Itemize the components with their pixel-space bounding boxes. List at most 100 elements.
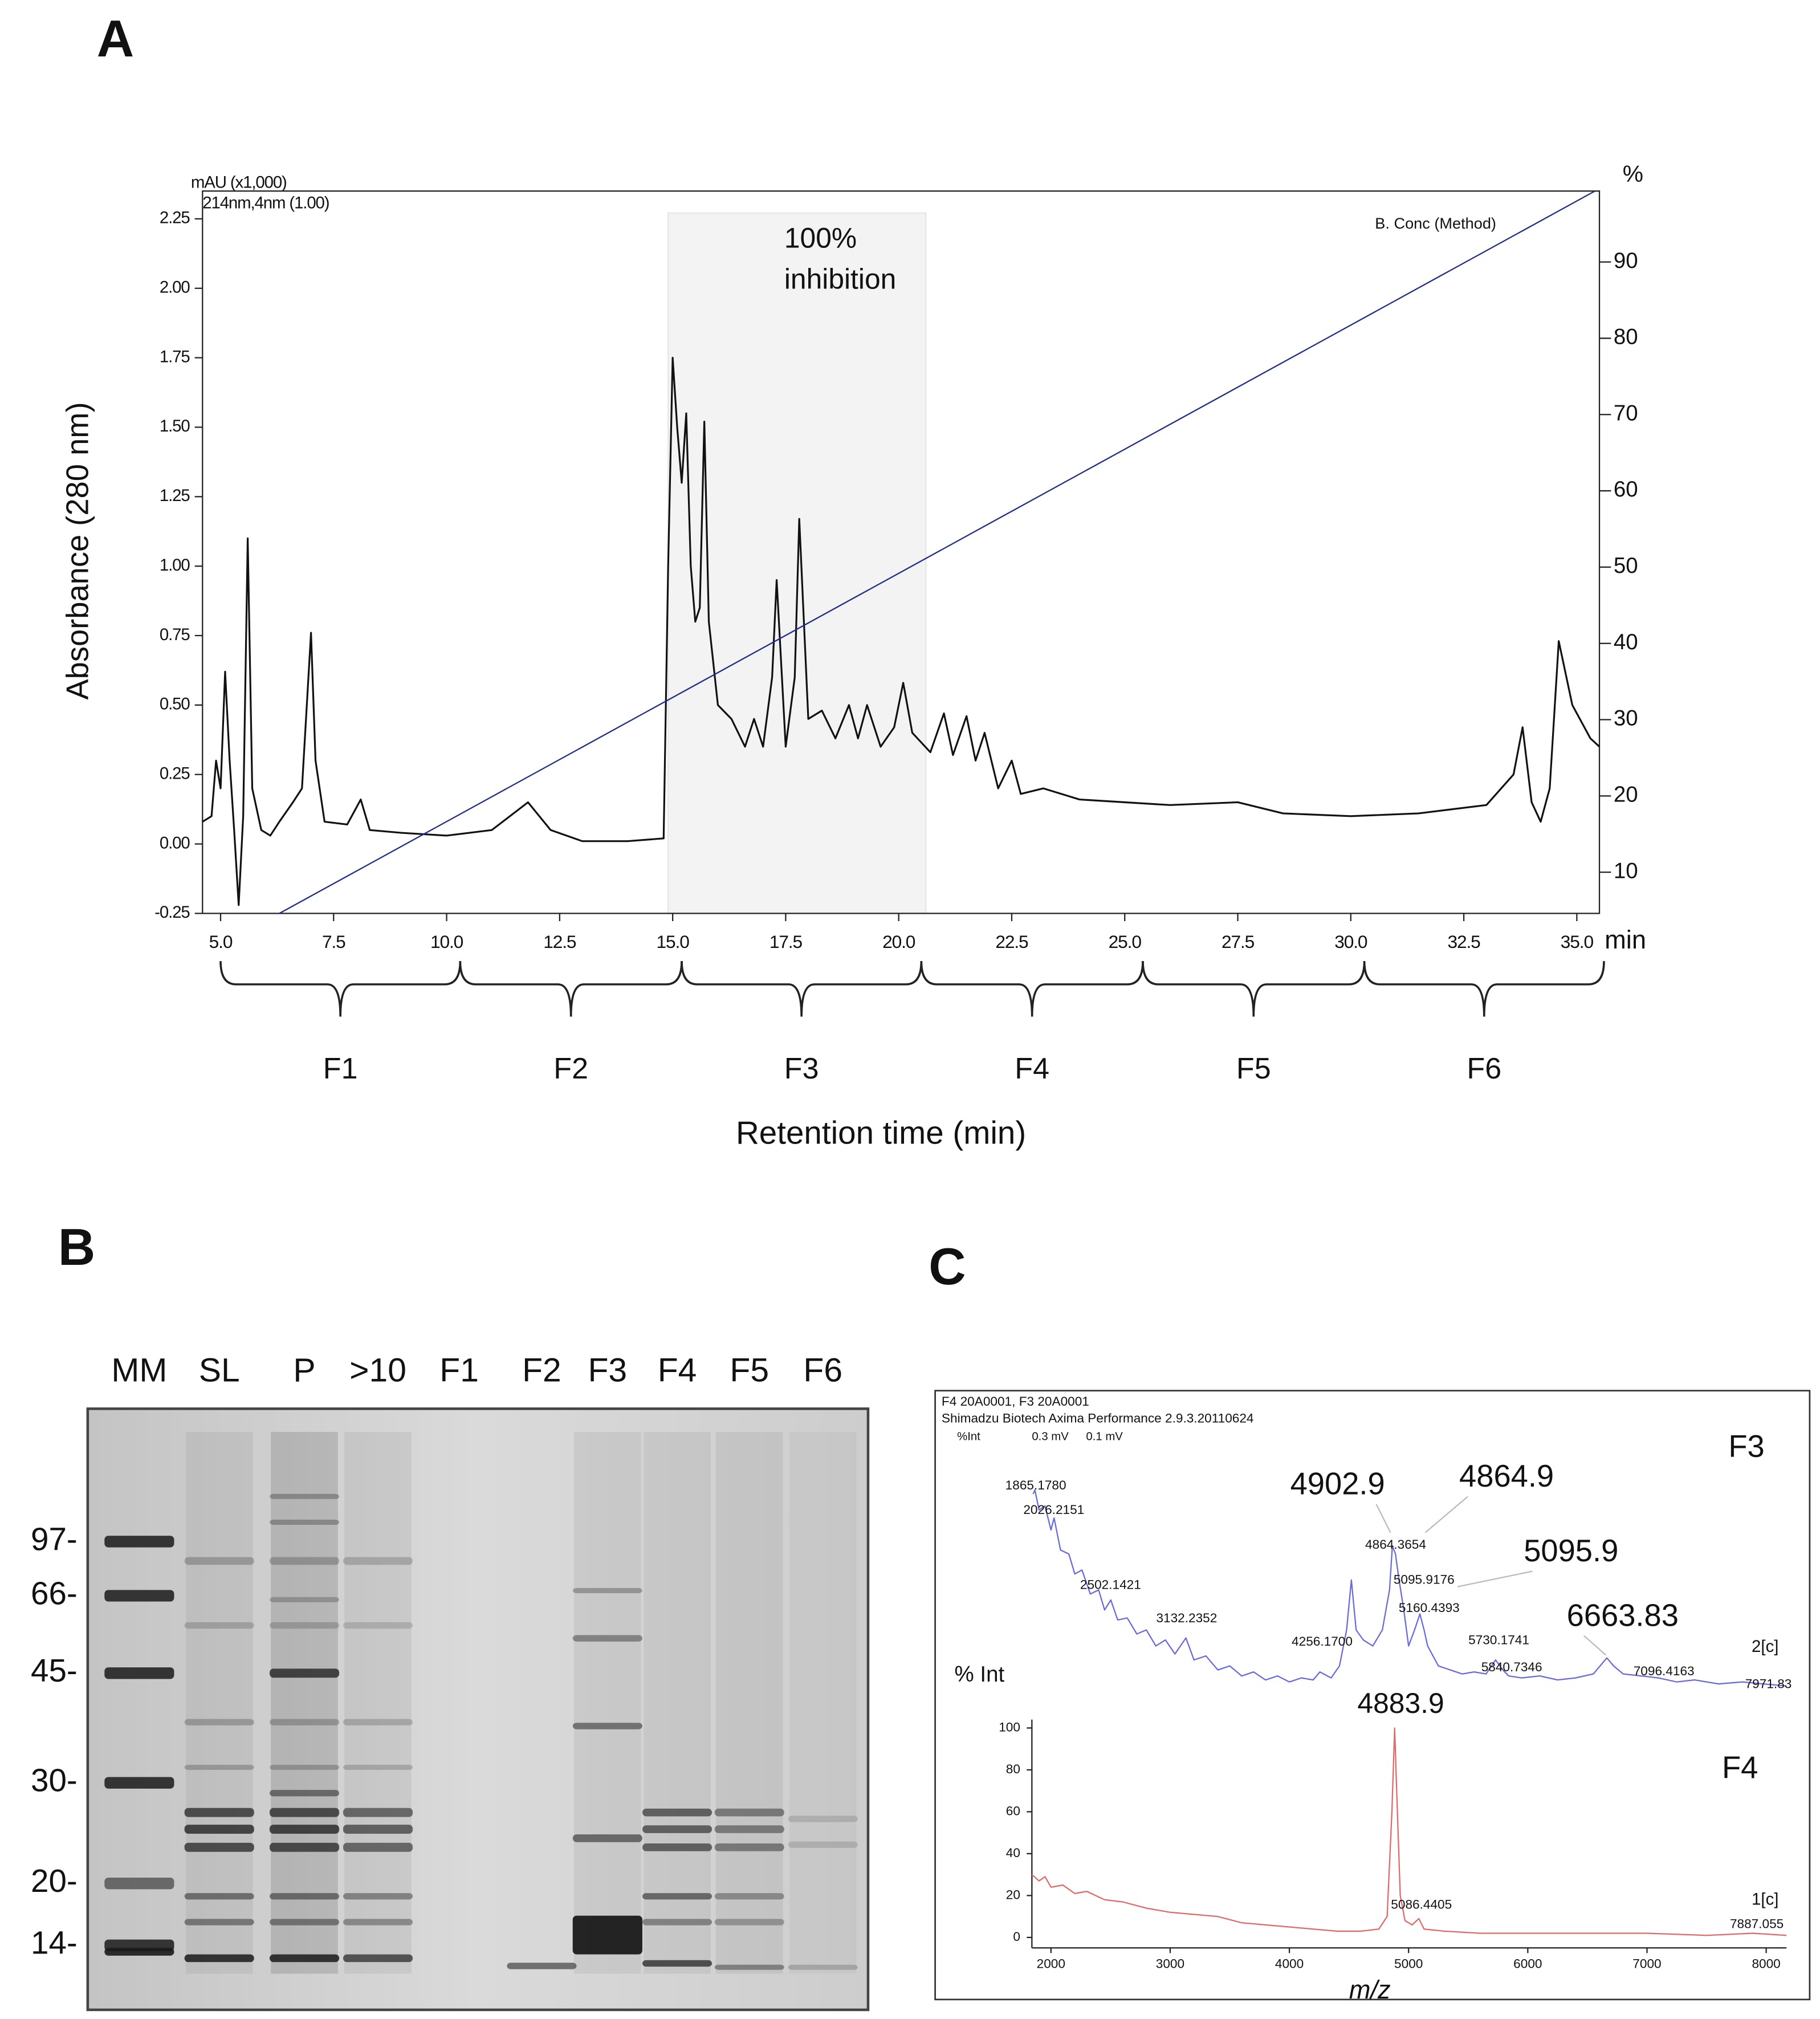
x-tick-label: 5000 <box>1394 1957 1423 1971</box>
gel-band <box>343 1825 413 1834</box>
data-line <box>202 357 1601 906</box>
gel-band <box>269 1519 340 1525</box>
panel-tag: F4 <box>1722 1750 1758 1785</box>
y2-tick-label: 70 <box>1614 401 1638 425</box>
gel-band <box>184 1557 254 1565</box>
y-tick-label: 0 <box>1013 1930 1020 1944</box>
y-tick-label: 2.00 <box>160 278 190 297</box>
lane-label: F4 <box>658 1352 697 1389</box>
panel-label: C <box>929 1238 966 1296</box>
y2-tick-label: 10 <box>1614 858 1638 883</box>
marker-label: 45- <box>31 1652 78 1688</box>
x-tick-label: 4000 <box>1275 1957 1304 1971</box>
gel-band <box>269 1790 340 1797</box>
fraction-label: F3 <box>784 1052 819 1085</box>
x-tick-label: 5.0 <box>209 931 233 952</box>
callout-label: 4902.9 <box>1290 1466 1385 1501</box>
callout-line <box>1424 1496 1468 1533</box>
lane-label: F5 <box>730 1352 769 1389</box>
gel-band <box>269 1668 340 1678</box>
lane-label: F2 <box>522 1352 561 1389</box>
gel-band <box>642 1919 712 1926</box>
y-tick-label: 0.25 <box>160 764 190 783</box>
x-tick-label: 3000 <box>1156 1957 1184 1971</box>
fraction-label: F2 <box>553 1052 588 1085</box>
gel-band <box>184 1954 254 1963</box>
gel-band <box>104 1536 174 1548</box>
gel-band <box>269 1719 340 1725</box>
gel-band <box>184 1893 254 1900</box>
y-tick-label: 60 <box>1006 1804 1020 1818</box>
x-tick-label: 7000 <box>1632 1957 1661 1971</box>
gel-band <box>714 1893 784 1900</box>
callout-line <box>1375 1504 1391 1533</box>
fraction-label: F4 <box>1015 1052 1049 1085</box>
data-line <box>1032 1489 1787 1687</box>
gel-band <box>572 1587 642 1593</box>
peak-label: 4864.3654 <box>1365 1537 1426 1552</box>
gel-band <box>269 1825 340 1834</box>
gel-band <box>343 1842 413 1852</box>
gel-band <box>642 1960 712 1967</box>
callout-label: 4864.9 <box>1459 1459 1554 1493</box>
highlight-label: inhibition <box>784 263 896 295</box>
y-tick-label: 20 <box>1006 1887 1020 1902</box>
x-tick-label: 8000 <box>1752 1957 1780 1971</box>
x-tick-label: 25.0 <box>1109 931 1142 952</box>
gel-band <box>269 1597 340 1602</box>
callout-label: 4883.9 <box>1357 1687 1444 1719</box>
x-tick-label: 32.5 <box>1448 931 1481 952</box>
series-label: B. Conc (Method) <box>1375 214 1496 232</box>
gel-band <box>269 1919 340 1926</box>
fraction-bracket <box>459 961 683 1017</box>
data-line <box>1031 1727 1787 1936</box>
panel-label: A <box>97 10 134 68</box>
y2-label: % <box>1623 161 1643 187</box>
gel-band <box>572 1834 642 1842</box>
marker-label: 97- <box>31 1521 78 1557</box>
lane-label: F3 <box>588 1352 628 1389</box>
gel-band <box>269 1557 340 1565</box>
gel-band <box>714 1919 784 1926</box>
y-tick-label: 0.50 <box>160 695 190 714</box>
y-tick-label: 0.75 <box>160 625 190 644</box>
gel-lane-smear <box>789 1432 857 1974</box>
peak-label: 2026.2151 <box>1023 1503 1084 1517</box>
highlight-label: 100% <box>784 222 857 254</box>
gel-band <box>714 1808 784 1817</box>
x-tick-label: 7.5 <box>322 931 345 952</box>
marker-label: 20- <box>31 1863 78 1899</box>
peak-label: 2502.1421 <box>1080 1577 1141 1591</box>
y2-tick-label: 40 <box>1614 630 1638 654</box>
fraction-bracket <box>1363 961 1605 1017</box>
gel-band <box>269 1893 340 1900</box>
callout-label: 5095.9 <box>1524 1533 1618 1568</box>
panel-tag: F3 <box>1728 1429 1764 1464</box>
gel-band <box>104 1877 174 1890</box>
gel-band <box>714 1964 784 1970</box>
y-unit-label: mAU (x1,000) <box>191 173 287 192</box>
peak-label: 5160.4393 <box>1399 1601 1460 1615</box>
gel-band <box>184 1808 254 1817</box>
data-line <box>279 190 1595 914</box>
peak-label: 5730.1741 <box>1468 1633 1529 1647</box>
y-axis-label: % Int <box>955 1662 1005 1687</box>
gel-band <box>184 1825 254 1834</box>
fraction-bracket <box>681 961 923 1017</box>
gel-band <box>269 1622 340 1629</box>
y2-tick-label: 90 <box>1614 249 1638 273</box>
lane-label: P <box>293 1352 315 1389</box>
x-tick-label: 10.0 <box>430 931 463 952</box>
gel-band <box>642 1893 712 1900</box>
y2-tick-label: 60 <box>1614 477 1638 502</box>
marker-label: 30- <box>31 1762 78 1798</box>
x-unit-label: min <box>1605 925 1646 954</box>
gel-band <box>184 1719 254 1725</box>
spectrum-header: F4 20A0001, F3 20A0001 <box>942 1394 1089 1409</box>
peak-label: 7096.4163 <box>1634 1664 1695 1678</box>
gel-band <box>788 1964 858 1970</box>
lane-label: MM <box>111 1352 167 1389</box>
callout-line <box>1457 1570 1533 1587</box>
marker-label: 14- <box>31 1925 78 1961</box>
callout-line <box>1583 1635 1607 1656</box>
